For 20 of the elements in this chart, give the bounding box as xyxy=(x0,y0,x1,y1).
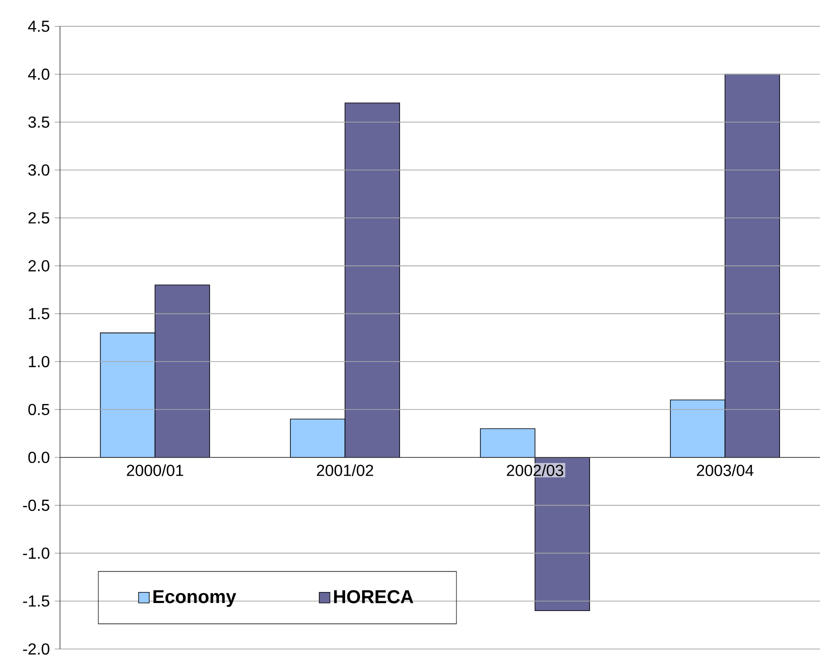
legend-label: HORECA xyxy=(334,590,414,604)
y-tick-label: 4.0 xyxy=(28,68,50,80)
y-tick-label: 0.5 xyxy=(28,404,50,416)
y-tick-label: 2.5 xyxy=(28,212,50,224)
y-tick-label: -0.5 xyxy=(23,500,50,511)
x-tick-label: 2003/04 xyxy=(696,464,754,476)
x-tick-label: 2000/01 xyxy=(126,464,184,476)
x-tick-label: 2002/03 xyxy=(506,464,564,476)
y-tick-label: 3.0 xyxy=(28,164,50,176)
y-tick-label: 2.0 xyxy=(28,260,50,272)
y-tick-label: -1.0 xyxy=(23,548,50,559)
y-tick-label: 1.0 xyxy=(28,356,50,368)
y-tick-label: 1.5 xyxy=(28,308,50,320)
y-tick-label: 0.0 xyxy=(28,452,50,464)
y-tick-label: -2.0 xyxy=(23,643,50,655)
y-tick-label: -1.5 xyxy=(23,596,50,607)
legend-label: Economy xyxy=(153,590,236,607)
y-tick-label: 4.5 xyxy=(28,20,50,32)
x-tick-label: 2001/02 xyxy=(316,464,374,476)
y-tick-label: 3.5 xyxy=(28,116,50,128)
